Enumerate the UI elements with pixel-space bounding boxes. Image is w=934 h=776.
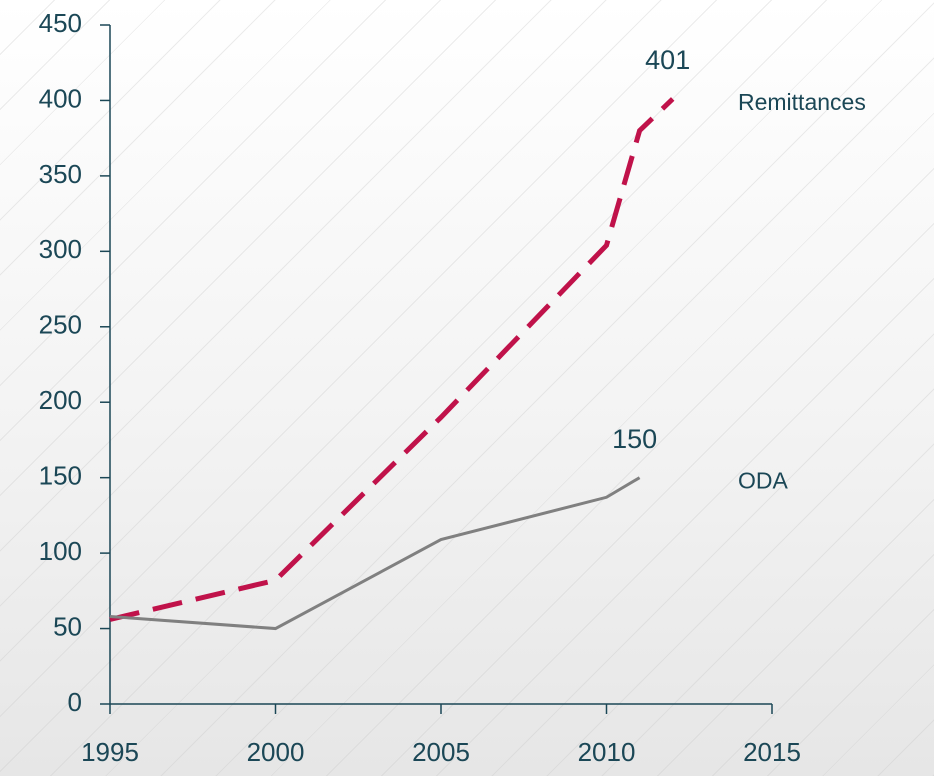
y-tick-label: 250 bbox=[39, 310, 82, 340]
data-label: 401 bbox=[645, 45, 690, 75]
x-tick-label: 2000 bbox=[247, 737, 305, 767]
y-tick-label: 300 bbox=[39, 234, 82, 264]
y-tick-label: 0 bbox=[68, 687, 82, 717]
x-tick-label: 2005 bbox=[412, 737, 470, 767]
y-tick-label: 50 bbox=[53, 611, 82, 641]
y-tick-label: 150 bbox=[39, 461, 82, 491]
series-label: Remittances bbox=[738, 89, 866, 115]
y-tick-label: 400 bbox=[39, 83, 82, 113]
y-tick-label: 450 bbox=[39, 8, 82, 38]
y-tick-label: 350 bbox=[39, 159, 82, 189]
series-label: ODA bbox=[738, 468, 789, 494]
data-label: 150 bbox=[612, 424, 657, 454]
x-tick-label: 2015 bbox=[743, 737, 801, 767]
x-tick-label: 2010 bbox=[578, 737, 636, 767]
x-tick-label: 1995 bbox=[81, 737, 139, 767]
series-line bbox=[109, 97, 675, 622]
y-tick-label: 100 bbox=[39, 536, 82, 566]
series-line bbox=[109, 476, 641, 631]
y-tick-label: 200 bbox=[39, 385, 82, 415]
